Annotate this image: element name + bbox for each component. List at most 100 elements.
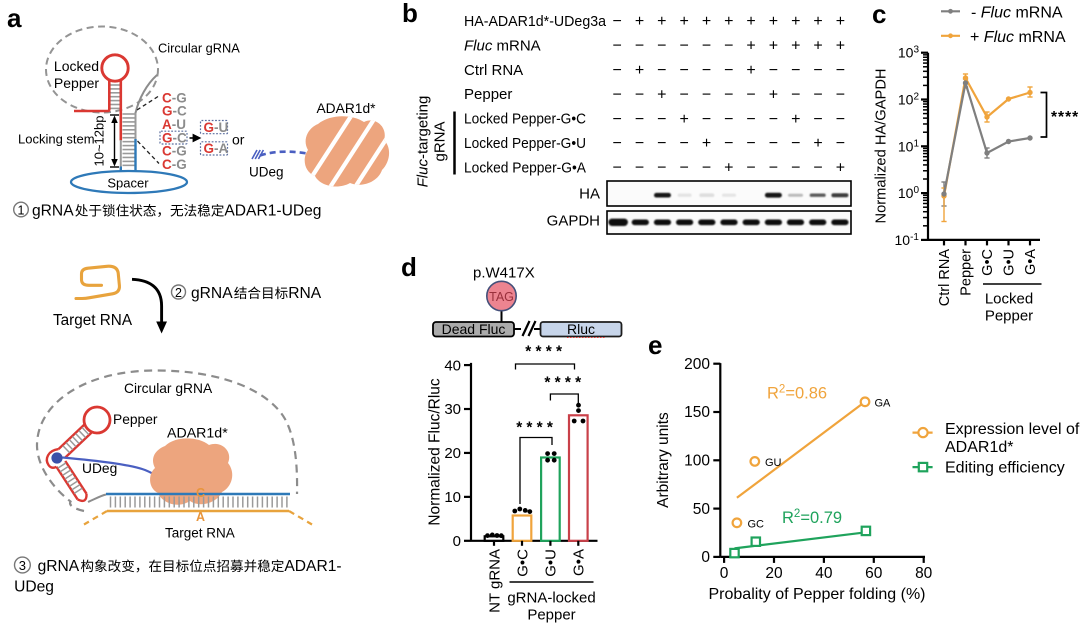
svg-text:−: − [724, 111, 733, 128]
svg-text:R2=0.86: R2=0.86 [767, 384, 827, 403]
svg-text:C-G: C-G [162, 157, 187, 172]
svg-text:−: − [657, 135, 666, 152]
svg-text:−: − [724, 38, 733, 55]
svg-text:40: 40 [815, 565, 833, 582]
svg-text:−: − [613, 86, 622, 103]
svg-text:−: − [680, 135, 689, 152]
svg-text:150: 150 [684, 404, 710, 421]
svg-text:−: − [724, 86, 733, 103]
svg-text:+: + [836, 13, 845, 30]
svg-text:10: 10 [444, 489, 461, 506]
svg-text:−: − [813, 111, 822, 128]
svg-text:a: a [7, 3, 22, 33]
svg-text:C: C [196, 486, 205, 500]
svg-text:−: − [791, 135, 800, 152]
svg-text:+: + [836, 160, 845, 177]
svg-text:****: **** [525, 344, 566, 361]
svg-text:−: − [791, 160, 800, 177]
svg-text:G•A: G•A [571, 549, 588, 576]
svg-text:−: − [635, 135, 644, 152]
svg-text:−: − [657, 111, 666, 128]
svg-text:Locked Pepper-G•U: Locked Pepper-G•U [464, 135, 586, 152]
svg-text:c: c [872, 0, 886, 29]
svg-text:R2=0.79: R2=0.79 [782, 508, 842, 527]
svg-text:−: − [613, 135, 622, 152]
svg-text:+: + [702, 13, 711, 30]
svg-text:+: + [791, 111, 800, 128]
svg-text:+: + [769, 86, 778, 103]
svg-text:−: − [813, 62, 822, 79]
svg-text:+: + [813, 13, 822, 30]
svg-text:ADAR1-UDeg: ADAR1-UDeg [224, 203, 321, 220]
svg-text:Pepper: Pepper [113, 412, 158, 427]
svg-text:- Fluc mRNA: - Fluc mRNA [971, 4, 1063, 21]
svg-text:−: − [746, 135, 755, 152]
svg-text:G-C: G-C [162, 104, 187, 119]
svg-text:gRNA: gRNA [38, 558, 80, 575]
svg-text:G•U: G•U [1002, 249, 1018, 276]
svg-text:or: or [232, 132, 245, 148]
svg-text:−: − [635, 160, 644, 177]
svg-text:−: − [635, 38, 644, 55]
svg-text:−: − [613, 13, 622, 30]
svg-text:gRNA: gRNA [432, 121, 449, 161]
svg-text:−: − [746, 86, 755, 103]
svg-text:Pepper: Pepper [54, 75, 99, 91]
svg-text:Pepper: Pepper [464, 86, 512, 103]
svg-text:−: − [813, 86, 822, 103]
svg-text:****: **** [516, 419, 557, 436]
svg-text:Locking stem: Locking stem [18, 132, 95, 147]
svg-text:−: − [680, 62, 689, 79]
svg-text:−: − [836, 86, 845, 103]
svg-text:Pepper: Pepper [527, 607, 575, 624]
svg-text:+: + [635, 62, 644, 79]
svg-text:gRNA-locked: gRNA-locked [507, 590, 595, 607]
svg-text:+: + [680, 111, 689, 128]
svg-text:gRNA: gRNA [191, 285, 233, 302]
svg-text:−: − [836, 62, 845, 79]
svg-text:C-G: C-G [162, 91, 187, 106]
svg-text:Target RNA: Target RNA [165, 526, 235, 541]
svg-text:Circular gRNA: Circular gRNA [158, 41, 240, 56]
svg-text:−: − [613, 38, 622, 55]
svg-text:Target RNA: Target RNA [53, 312, 133, 329]
svg-text:A-U: A-U [162, 117, 186, 132]
svg-text:−: − [746, 111, 755, 128]
svg-text:UDeg: UDeg [14, 579, 54, 596]
svg-text:gRNA: gRNA [32, 203, 74, 220]
svg-text:−: − [746, 160, 755, 177]
svg-text:−: − [836, 135, 845, 152]
svg-text:****: **** [544, 375, 585, 392]
svg-text:ADAR1d*: ADAR1d* [316, 101, 376, 116]
svg-text:Dead Fluc: Dead Fluc [442, 321, 506, 337]
svg-text:−: − [613, 111, 622, 128]
svg-text:G•U: G•U [543, 549, 560, 577]
svg-text:p.W417X: p.W417X [473, 265, 535, 282]
svg-text:+: + [635, 13, 644, 30]
svg-text:−: − [657, 38, 666, 55]
svg-text:Locked: Locked [985, 291, 1033, 308]
svg-text:b: b [402, 0, 418, 28]
svg-text:+: + [769, 38, 778, 55]
svg-text:−: − [702, 111, 711, 128]
svg-text:−: − [702, 62, 711, 79]
svg-text:HA: HA [579, 185, 600, 202]
svg-text:−: − [791, 86, 800, 103]
svg-text:−: − [702, 160, 711, 177]
svg-text:GU: GU [765, 457, 782, 469]
svg-text:+: + [746, 62, 755, 79]
svg-text:+: + [680, 13, 689, 30]
svg-text:Ctrl RNA: Ctrl RNA [464, 62, 523, 79]
svg-text:−: − [613, 62, 622, 79]
svg-text:UDeg: UDeg [249, 165, 284, 180]
svg-text:e: e [648, 330, 662, 360]
svg-text:A: A [196, 510, 205, 524]
svg-text:+: + [657, 86, 666, 103]
svg-text:G•C: G•C [514, 549, 531, 577]
svg-text:Editing efficiency: Editing efficiency [945, 460, 1065, 477]
svg-text:+: + [813, 38, 822, 55]
svg-text:Locked Pepper-G•C: Locked Pepper-G•C [464, 111, 586, 128]
svg-text:Pepper: Pepper [985, 308, 1033, 325]
svg-text:10~12bp: 10~12bp [92, 116, 107, 167]
svg-text:ADAR1d*: ADAR1d* [945, 439, 1013, 456]
